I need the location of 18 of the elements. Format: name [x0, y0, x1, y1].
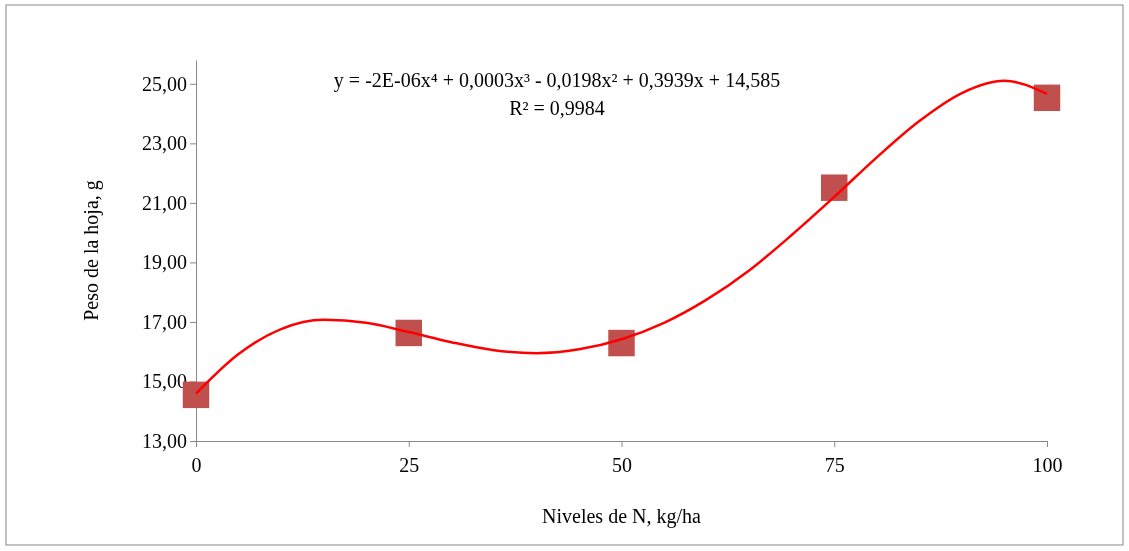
y-tick-label: 17,00 [142, 310, 187, 333]
x-axis-title: Niveles de N, kg/ha [542, 505, 702, 528]
y-tick-label: 19,00 [142, 251, 187, 274]
y-tick-label: 23,00 [142, 132, 187, 155]
y-tick-label: 13,00 [142, 429, 187, 452]
point [821, 174, 848, 201]
point [608, 329, 635, 357]
annotation: R² = 0,9984 [509, 97, 605, 119]
x-tick-label: 75 [824, 454, 845, 476]
x-tick-label: 50 [612, 454, 632, 476]
x-tick-label: 0 [191, 454, 202, 476]
y-tick-label: 25,00 [142, 72, 187, 95]
point [1033, 84, 1061, 112]
y-axis-title: Peso de la hoja, g [80, 180, 103, 321]
annotation: y = -2E-06x⁴ + 0,0003x³ - 0,0198x² + 0,3939x + 14,585 [333, 69, 781, 92]
x-tick-label: 25 [399, 454, 420, 476]
y-tick-label: 21,00 [142, 191, 187, 214]
x-tick-label: 100 [1032, 454, 1063, 476]
